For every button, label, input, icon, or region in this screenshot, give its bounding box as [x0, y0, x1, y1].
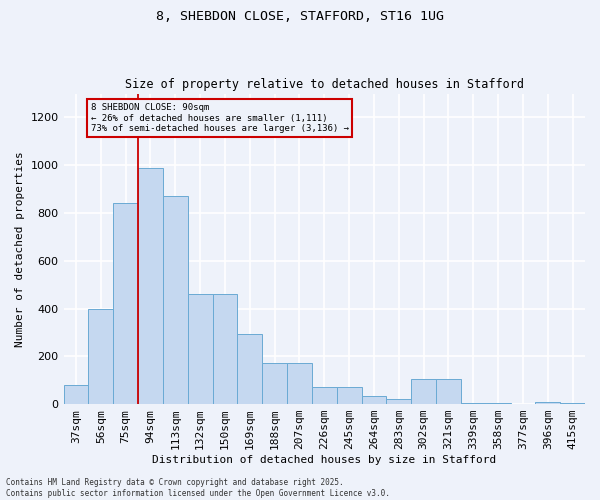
- Bar: [411, 379, 436, 404]
- Bar: [238, 334, 262, 404]
- Bar: [461, 403, 485, 404]
- X-axis label: Distribution of detached houses by size in Stafford: Distribution of detached houses by size …: [152, 455, 496, 465]
- Bar: [138, 168, 163, 404]
- Bar: [312, 388, 337, 404]
- Bar: [485, 403, 511, 404]
- Bar: [560, 403, 585, 404]
- Bar: [287, 364, 312, 404]
- Bar: [362, 396, 386, 404]
- Y-axis label: Number of detached properties: Number of detached properties: [15, 151, 25, 346]
- Bar: [535, 402, 560, 404]
- Bar: [436, 379, 461, 404]
- Bar: [337, 388, 362, 404]
- Bar: [212, 294, 238, 404]
- Bar: [113, 204, 138, 404]
- Title: Size of property relative to detached houses in Stafford: Size of property relative to detached ho…: [125, 78, 524, 91]
- Bar: [64, 385, 88, 404]
- Bar: [88, 308, 113, 404]
- Text: Contains HM Land Registry data © Crown copyright and database right 2025.
Contai: Contains HM Land Registry data © Crown c…: [6, 478, 390, 498]
- Text: 8 SHEBDON CLOSE: 90sqm
← 26% of detached houses are smaller (1,111)
73% of semi-: 8 SHEBDON CLOSE: 90sqm ← 26% of detached…: [91, 103, 349, 133]
- Bar: [262, 364, 287, 404]
- Text: 8, SHEBDON CLOSE, STAFFORD, ST16 1UG: 8, SHEBDON CLOSE, STAFFORD, ST16 1UG: [156, 10, 444, 23]
- Bar: [386, 400, 411, 404]
- Bar: [188, 294, 212, 404]
- Bar: [163, 196, 188, 404]
